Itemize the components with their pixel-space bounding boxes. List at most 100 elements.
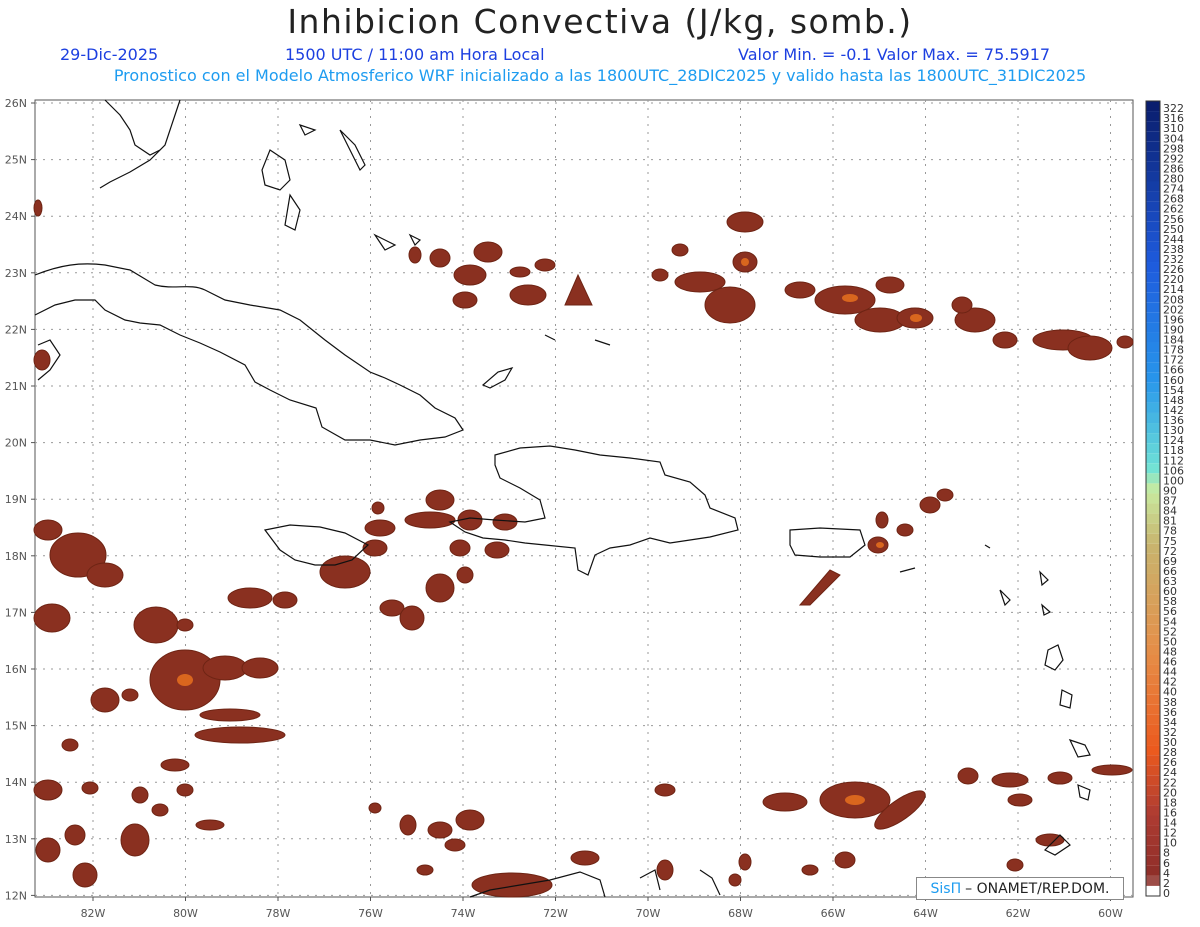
colorbar-label: 208 <box>1163 293 1184 306</box>
colorbar-label: 22 <box>1163 776 1177 789</box>
colorbar-label: 172 <box>1163 354 1184 367</box>
colorbar-label: 69 <box>1163 555 1177 568</box>
colorbar-swatch <box>1146 573 1160 585</box>
lat-tick-label: 25N <box>5 154 27 167</box>
colorbar-label: 250 <box>1163 223 1184 236</box>
colorbar-swatch <box>1146 825 1160 836</box>
cuba-coast <box>34 263 464 446</box>
colorbar-label: 46 <box>1163 656 1177 669</box>
lon-tick-label: 80W <box>173 907 198 920</box>
lat-tick-label: 26N <box>5 97 27 110</box>
colorbar-swatch <box>1146 885 1160 896</box>
colorbar-swatch <box>1146 503 1160 514</box>
lon-tick-label: 64W <box>913 907 938 920</box>
colorbar-swatch <box>1146 493 1160 504</box>
colorbar-label: 75 <box>1163 535 1177 548</box>
colorbar-swatch <box>1146 674 1160 685</box>
colorbar-swatch <box>1146 221 1160 232</box>
colorbar-label: 214 <box>1163 283 1184 296</box>
colorbar-label: 268 <box>1163 193 1184 206</box>
colorbar-swatch <box>1146 201 1160 212</box>
colorbar-label: 100 <box>1163 474 1184 487</box>
lon-tick-label: 82W <box>81 907 106 920</box>
colorbar-swatch <box>1146 704 1160 715</box>
colorbar-label: 28 <box>1163 746 1177 759</box>
colorbar-swatch <box>1146 332 1160 343</box>
colorbar-label: 160 <box>1163 374 1184 387</box>
colorbar-label: 16 <box>1163 806 1177 819</box>
colorbar-label: 148 <box>1163 394 1184 407</box>
colorbar-swatch <box>1146 231 1160 242</box>
colorbar-swatch <box>1146 483 1160 494</box>
colorbar-label: 136 <box>1163 414 1184 427</box>
coastlines <box>34 99 1091 898</box>
colorbar-swatch <box>1146 282 1160 293</box>
colorbar-swatch <box>1146 423 1160 434</box>
puerto-rico-coast <box>789 527 866 558</box>
colorbar-label: 52 <box>1163 625 1177 638</box>
colorbar-label: 14 <box>1163 817 1177 830</box>
colorbar-label: 238 <box>1163 243 1184 256</box>
colorbar-swatch <box>1146 342 1160 353</box>
colorbar-swatch <box>1146 654 1160 665</box>
colorbar-swatch <box>1146 392 1160 403</box>
colorbar-label: 256 <box>1163 213 1184 226</box>
forecast-time: 1500 UTC / 11:00 am Hora Local <box>285 45 545 64</box>
colorbar-label: 322 <box>1163 102 1184 115</box>
lat-tick-label: 15N <box>5 720 27 733</box>
colorbar-swatch <box>1146 614 1160 625</box>
colorbar-swatch <box>1146 604 1160 615</box>
colorbar-swatch <box>1146 795 1160 806</box>
colorbar-label: 262 <box>1163 203 1184 216</box>
lon-tick-label: 62W <box>1006 907 1031 920</box>
colorbar-label: 78 <box>1163 525 1177 538</box>
colorbar-swatch <box>1146 141 1160 152</box>
colorbar-label: 90 <box>1163 484 1177 497</box>
colorbar-swatch <box>1146 463 1160 474</box>
colorbar-swatch <box>1146 312 1160 323</box>
colorbar-swatch <box>1146 443 1160 454</box>
colorbar-label: 298 <box>1163 142 1184 155</box>
colorbar-swatch <box>1146 402 1160 413</box>
colorbar-swatch <box>1146 181 1160 192</box>
colorbar-swatch <box>1146 433 1160 444</box>
value-range: Valor Min. = -0.1 Valor Max. = 75.5917 <box>738 45 1051 64</box>
colorbar-swatch <box>1146 262 1160 273</box>
colorbar-swatch <box>1146 372 1160 383</box>
colorbar-swatch <box>1146 382 1160 393</box>
colorbar-label: 20 <box>1163 786 1177 799</box>
colorbar-label: 72 <box>1163 545 1177 558</box>
colorbar-label: 118 <box>1163 444 1184 457</box>
colorbar-swatch <box>1146 121 1160 132</box>
colorbar-label: 50 <box>1163 635 1177 648</box>
colorbar-label: 130 <box>1163 424 1184 437</box>
colorbar-swatch <box>1146 302 1160 313</box>
map-title: Inhibicion Convectiva (J/kg, somb.) <box>287 2 913 41</box>
colorbar-swatch <box>1146 624 1160 635</box>
colorbar-swatch <box>1146 111 1160 122</box>
colorbar-swatch <box>1146 745 1160 756</box>
colorbar-label: 4 <box>1163 867 1170 880</box>
colorbar-label: 202 <box>1163 303 1184 316</box>
colorbar-swatch <box>1146 634 1160 645</box>
jamaica-coast <box>263 524 370 566</box>
colorbar-swatch <box>1146 855 1160 866</box>
latitude-labels: 26N 25N 24N 23N 22N 21N 20N 19N 18N 17N 16N 15N 14N 1… <box>5 97 35 902</box>
colorbar-swatch <box>1146 684 1160 695</box>
colorbar-label: 84 <box>1163 505 1177 518</box>
lat-tick-label: 23N <box>5 267 27 280</box>
lat-tick-label: 13N <box>5 833 27 846</box>
colorbar-swatch <box>1146 815 1160 826</box>
colorbar-label: 274 <box>1163 183 1184 196</box>
colorbar-label: 60 <box>1163 585 1177 598</box>
colorbar-swatch <box>1146 755 1160 766</box>
colorbar-swatch <box>1146 543 1160 554</box>
colorbar-swatch <box>1146 734 1160 746</box>
florida-coast <box>99 99 181 189</box>
lat-tick-label: 21N <box>5 380 27 393</box>
colorbar-label: 292 <box>1163 152 1184 165</box>
colorbar-label: 106 <box>1163 464 1184 477</box>
colorbar-label: 196 <box>1163 313 1184 326</box>
lon-tick-label: 76W <box>358 907 383 920</box>
